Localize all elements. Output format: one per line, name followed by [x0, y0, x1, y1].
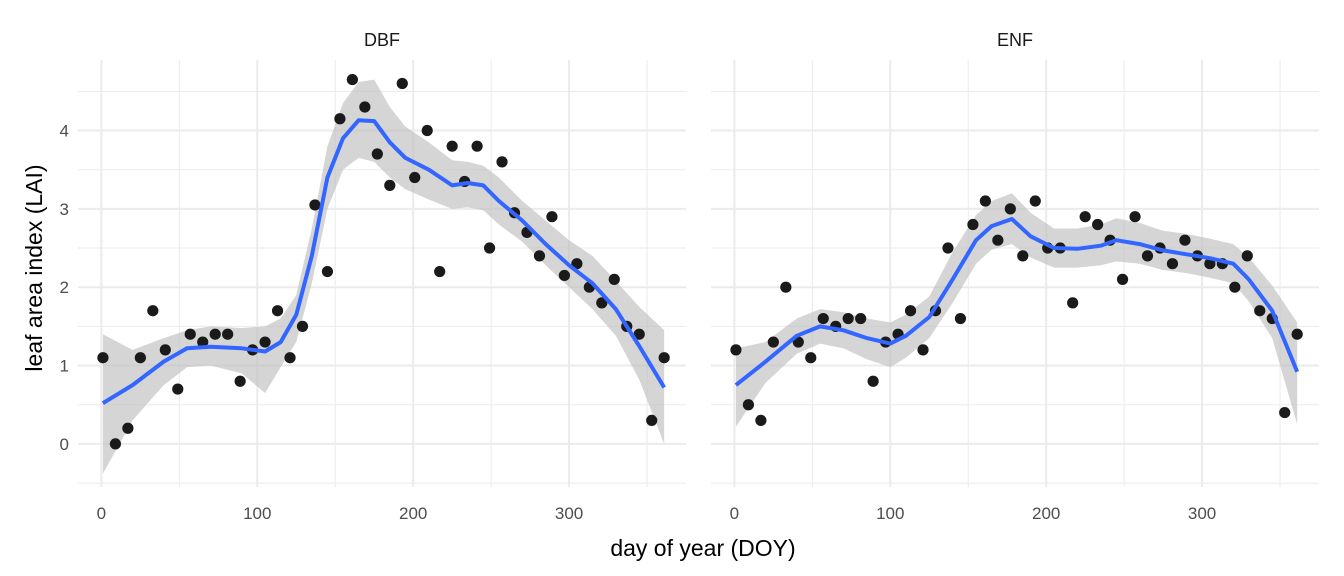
data-point — [1129, 211, 1141, 223]
data-point — [1204, 258, 1216, 270]
data-point — [284, 352, 296, 364]
data-point — [558, 269, 571, 282]
panel-enf: ENF 0 100 200 300 — [711, 30, 1319, 523]
data-point — [1079, 211, 1091, 223]
y-tick-label: 2 — [60, 278, 69, 297]
data-point — [533, 250, 546, 262]
smooth-line — [101, 118, 666, 405]
x-tick-label: 100 — [876, 504, 904, 523]
data-point — [855, 312, 867, 325]
y-tick-label: 3 — [60, 200, 69, 219]
data-point — [767, 336, 779, 348]
data-point — [434, 265, 446, 278]
data-point — [471, 140, 483, 152]
data-point — [608, 273, 620, 285]
y-tick-label: 0 — [60, 435, 69, 454]
data-point — [334, 113, 346, 125]
data-point — [359, 101, 371, 113]
data-point — [346, 73, 358, 86]
data-point — [1017, 250, 1029, 262]
data-point — [371, 148, 383, 160]
data-point — [867, 375, 879, 387]
data-point — [1241, 250, 1253, 262]
data-point — [904, 305, 917, 317]
data-point — [409, 171, 421, 184]
data-point — [97, 352, 109, 364]
data-point — [917, 344, 929, 356]
data-point — [421, 124, 433, 137]
x-tick-label: 300 — [1188, 504, 1216, 523]
data-point — [1092, 218, 1104, 231]
data-point — [992, 234, 1004, 246]
data-point — [496, 156, 508, 168]
data-point — [979, 195, 991, 207]
panel-dbf: DBF 0 100 200 300 0 1 2 3 4 — [60, 30, 686, 523]
data-point — [134, 352, 146, 364]
confidence-band — [102, 79, 665, 474]
facet-label: ENF — [997, 30, 1033, 50]
data-point — [147, 305, 159, 317]
data-point — [234, 375, 246, 387]
data-point — [271, 305, 284, 317]
data-point — [954, 312, 967, 325]
x-tick-label: 200 — [399, 504, 427, 523]
data-point — [184, 328, 196, 340]
data-point — [396, 77, 408, 90]
data-point — [646, 414, 658, 427]
x-tick-label: 300 — [555, 504, 583, 523]
data-point — [209, 328, 221, 340]
facet-label: DBF — [364, 30, 400, 50]
data-point — [1291, 328, 1303, 340]
data-point — [967, 218, 979, 231]
data-point — [742, 399, 755, 411]
data-point — [755, 414, 767, 427]
data-point — [942, 242, 954, 254]
data-point — [1141, 250, 1154, 262]
data-point — [596, 297, 608, 309]
data-point — [1229, 281, 1241, 293]
data-point — [296, 320, 309, 332]
data-point — [817, 312, 829, 325]
data-point — [122, 422, 134, 434]
data-point — [1029, 195, 1041, 207]
y-tick-label: 4 — [60, 122, 69, 141]
y-axis-title: leaf area index (LAI) — [21, 164, 47, 371]
data-point — [730, 344, 742, 356]
data-point — [1116, 273, 1129, 285]
data-point — [384, 179, 396, 191]
x-tick-label: 0 — [97, 504, 106, 523]
data-point — [172, 383, 184, 395]
data-point — [222, 328, 234, 340]
data-point — [321, 265, 334, 278]
data-point — [658, 352, 670, 364]
data-point — [1004, 203, 1016, 215]
data-point — [1254, 305, 1266, 317]
data-point — [546, 211, 558, 223]
data-point — [571, 258, 583, 270]
data-point — [1279, 406, 1291, 419]
data-point — [483, 242, 496, 254]
data-point — [109, 438, 122, 450]
confidence-band — [735, 193, 1298, 427]
smooth-line — [734, 217, 1300, 387]
x-tick-label: 200 — [1032, 504, 1060, 523]
data-point — [780, 281, 792, 293]
data-point — [1166, 258, 1179, 270]
data-point — [633, 328, 645, 340]
data-point — [259, 336, 271, 348]
data-point — [197, 336, 209, 348]
data-point — [1179, 234, 1191, 246]
x-axis-title: day of year (DOY) — [610, 535, 795, 561]
x-tick-label: 0 — [730, 504, 739, 523]
y-tick-label: 1 — [60, 357, 69, 376]
data-point — [805, 352, 817, 364]
data-point — [1067, 297, 1079, 309]
data-point — [842, 312, 854, 325]
data-point — [446, 140, 458, 152]
data-point — [309, 199, 321, 211]
data-point — [159, 344, 171, 356]
x-tick-label: 100 — [243, 504, 271, 523]
